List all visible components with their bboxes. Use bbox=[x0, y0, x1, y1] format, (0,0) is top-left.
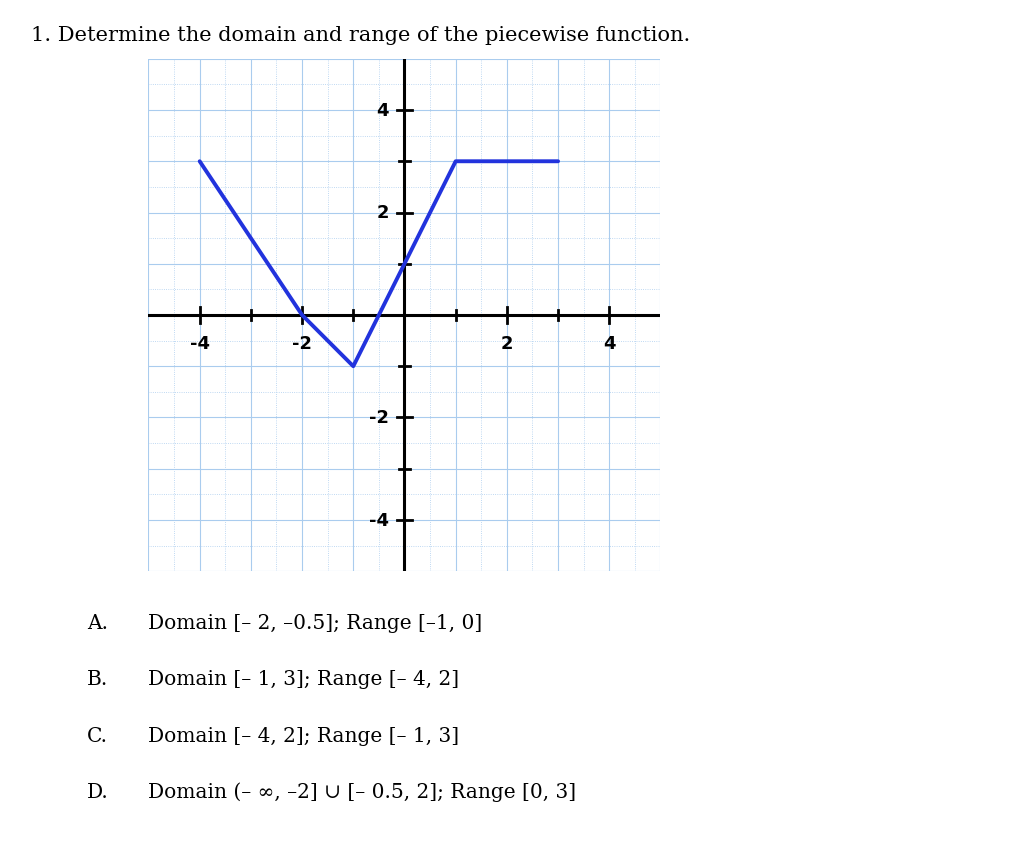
Text: 2: 2 bbox=[501, 335, 513, 353]
Text: 1. Determine the domain and range of the piecewise function.: 1. Determine the domain and range of the… bbox=[31, 26, 690, 44]
Text: 4: 4 bbox=[377, 102, 389, 120]
Text: Domain [– 2, –0.5]; Range [–1, 0]: Domain [– 2, –0.5]; Range [–1, 0] bbox=[148, 613, 482, 632]
Text: -4: -4 bbox=[189, 335, 210, 353]
Text: D.: D. bbox=[87, 782, 109, 801]
Text: Domain (– ∞, –2] ∪ [– 0.5, 2]; Range [0, 3]: Domain (– ∞, –2] ∪ [– 0.5, 2]; Range [0,… bbox=[148, 781, 577, 802]
Text: -4: -4 bbox=[369, 511, 389, 530]
Text: B.: B. bbox=[87, 670, 109, 688]
Text: C.: C. bbox=[87, 726, 109, 745]
Text: Domain [– 1, 3]; Range [– 4, 2]: Domain [– 1, 3]; Range [– 4, 2] bbox=[148, 670, 460, 688]
Text: A.: A. bbox=[87, 613, 109, 632]
Text: -2: -2 bbox=[369, 409, 389, 427]
Text: 2: 2 bbox=[377, 204, 389, 223]
Text: 4: 4 bbox=[603, 335, 615, 353]
Text: Domain [– 4, 2]; Range [– 1, 3]: Domain [– 4, 2]; Range [– 1, 3] bbox=[148, 726, 460, 745]
Text: -2: -2 bbox=[292, 335, 312, 353]
